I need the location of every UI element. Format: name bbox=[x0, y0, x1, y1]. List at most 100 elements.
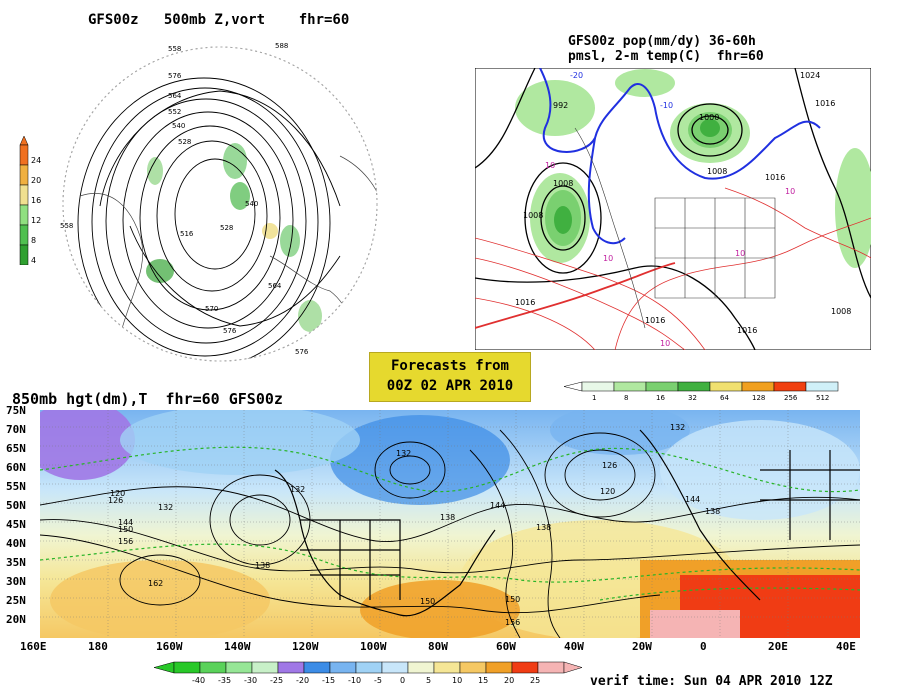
colorbar-tick: -30 bbox=[244, 676, 257, 685]
isobar-label: 1016 bbox=[765, 173, 785, 182]
colorbar-swatch bbox=[805, 381, 839, 392]
colorbar-tick: -40 bbox=[192, 676, 205, 685]
colorbar-swatch bbox=[433, 661, 461, 674]
colorbar-swatch bbox=[485, 661, 513, 674]
colorbar-swatch bbox=[581, 381, 615, 392]
panel-pop-temp-labels: 10 10 10 10 10 -20 -10 bbox=[545, 71, 795, 348]
forecast-line2: 00Z 02 APR 2010 bbox=[386, 378, 514, 394]
colorbar-swatch bbox=[355, 661, 383, 674]
colorbar-tick: 16 bbox=[31, 196, 41, 205]
lon-label: 80W bbox=[428, 640, 448, 653]
contour-label: 528 bbox=[220, 224, 233, 232]
lon-axis: 160E 180 160W 140W 120W 100W 80W 60W 40W 20W 0 20E 4… bbox=[20, 640, 880, 656]
lon-label: 40E bbox=[836, 640, 856, 653]
panel-500mb-map: 558 576 564 552 540 528 516 528 540 558 … bbox=[60, 42, 378, 362]
lon-label: 0 bbox=[700, 640, 707, 653]
panel-pop-title-line2: pmsl, 2-m temp(C) fhr=60 bbox=[568, 49, 764, 64]
colorbar-swatch bbox=[19, 144, 29, 166]
lon-label: 160E bbox=[20, 640, 47, 653]
lat-label: 60N bbox=[6, 461, 26, 474]
contour-label: 558 bbox=[60, 222, 73, 230]
contour-label: 540 bbox=[172, 122, 185, 130]
colorbar-swatch bbox=[251, 661, 279, 674]
temp-label: 10 bbox=[735, 249, 745, 258]
height-label: 144 bbox=[685, 495, 700, 504]
panel-850mb-title: 850mb hgt(dm),T fhr=60 GFS00z bbox=[12, 390, 283, 408]
lon-label: 140W bbox=[224, 640, 251, 653]
colorbar-tick: 10 bbox=[452, 676, 462, 685]
lat-label: 25N bbox=[6, 594, 26, 607]
temp-label: -10 bbox=[660, 101, 673, 110]
isobar-label: 1008 bbox=[523, 211, 543, 220]
colorbar-tick: 16 bbox=[656, 394, 665, 402]
height-label: 156 bbox=[118, 537, 133, 546]
isobar-label: 1016 bbox=[645, 316, 665, 325]
colorbar-swatch bbox=[613, 381, 647, 392]
panel-500mb-contour-labels: 558 576 564 552 540 528 516 528 540 558 … bbox=[60, 42, 309, 356]
lon-label: 60W bbox=[496, 640, 516, 653]
lon-label: 40W bbox=[564, 640, 584, 653]
colorbar-swatch bbox=[537, 661, 565, 674]
contour-label: 564 bbox=[268, 282, 282, 290]
colorbar-arrow bbox=[153, 661, 175, 674]
contour-label: 576 bbox=[223, 327, 237, 335]
colorbar-swatch bbox=[19, 244, 29, 266]
colorbar-swatch bbox=[199, 661, 227, 674]
contour-label: 576 bbox=[168, 72, 182, 80]
colorbar-swatch bbox=[19, 184, 29, 206]
height-label: 144 bbox=[118, 518, 133, 527]
colorbar-tick: -25 bbox=[270, 676, 283, 685]
colorbar-tick: 32 bbox=[688, 394, 697, 402]
colorbar-tick: 12 bbox=[31, 216, 41, 225]
contour-label: 552 bbox=[168, 108, 181, 116]
colorbar-tick: 64 bbox=[720, 394, 729, 402]
lon-label: 180 bbox=[88, 640, 108, 653]
forecast-line1: Forecasts from bbox=[390, 358, 509, 374]
colorbar-swatch bbox=[19, 224, 29, 246]
height-label: 132 bbox=[670, 423, 685, 432]
lat-label: 75N bbox=[6, 404, 26, 417]
height-label: 126 bbox=[602, 461, 617, 470]
height-label: 126 bbox=[108, 496, 123, 505]
colorbar-tick: -10 bbox=[348, 676, 361, 685]
colorbar-swatch bbox=[407, 661, 435, 674]
isobar-label: 1008 bbox=[553, 179, 573, 188]
panel-500mb-title: GFS00z 500mb Z,vort fhr=60 bbox=[88, 12, 350, 28]
contour-label: 528 bbox=[178, 138, 191, 146]
panel-850mb-colorbar: -40 -35 -30 -25 -20 -15 -10 -5 0 5 10 15 20 25 bbox=[150, 660, 590, 690]
temp-label: 10 bbox=[603, 254, 613, 263]
colorbar-swatch bbox=[329, 661, 357, 674]
colorbar-tick: 256 bbox=[784, 394, 798, 402]
isobar-label: 1016 bbox=[737, 326, 757, 335]
panel-pop-title-line1: GFS00z pop(mm/dy) 36-60h bbox=[568, 34, 756, 49]
colorbar-tick: 0 bbox=[400, 676, 405, 685]
contour-label: 516 bbox=[180, 230, 194, 238]
height-label: 120 bbox=[600, 487, 615, 496]
colorbar-swatch bbox=[645, 381, 679, 392]
panel-pop-isobar-labels: 992 1008 1008 1000 1008 1016 1016 1016 1… bbox=[515, 71, 851, 335]
height-label: 162 bbox=[148, 579, 163, 588]
colorbar-swatch bbox=[173, 661, 201, 674]
isobar-label: 1016 bbox=[815, 99, 835, 108]
height-label: 150 bbox=[505, 595, 520, 604]
colorbar-tick: 1 bbox=[592, 394, 596, 402]
lat-axis: 75N 70N 65N 60N 55N 50N 45N 40N 35N 30N 25N 20N bbox=[6, 404, 40, 640]
colorbar-swatch bbox=[277, 661, 305, 674]
colorbar-tick: 5 bbox=[426, 676, 431, 685]
contour-label: 558 bbox=[168, 45, 181, 53]
colorbar-tick: 128 bbox=[752, 394, 765, 402]
lat-label: 65N bbox=[6, 442, 26, 455]
isobar-label: 992 bbox=[553, 101, 568, 110]
panel-pop-map: 992 1008 1008 1000 1008 1016 1016 1016 1… bbox=[475, 68, 871, 350]
lat-label: 45N bbox=[6, 518, 26, 531]
temp-label: 10 bbox=[660, 339, 670, 348]
panel-pop-colorbar: 1 8 16 32 64 128 256 512 bbox=[560, 380, 880, 406]
lat-label: 55N bbox=[6, 480, 26, 493]
lon-label: 20E bbox=[768, 640, 788, 653]
height-label: 144 bbox=[490, 501, 505, 510]
colorbar-tick: 20 bbox=[31, 176, 41, 185]
colorbar-swatch bbox=[511, 661, 539, 674]
forecast-info-box: Forecasts from 00Z 02 APR 2010 bbox=[369, 352, 531, 402]
colorbar-swatch bbox=[19, 164, 29, 186]
lon-label: 120W bbox=[292, 640, 319, 653]
